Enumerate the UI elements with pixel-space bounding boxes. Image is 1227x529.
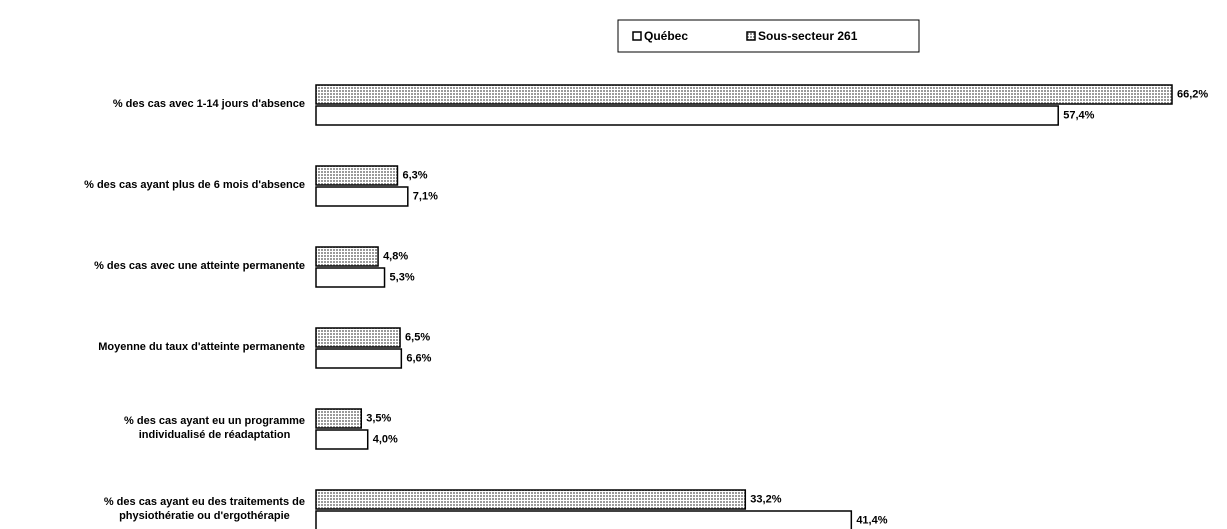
bar — [315, 105, 1059, 126]
category-label: % des cas avec une atteinte permanente — [94, 260, 305, 272]
bar — [315, 348, 403, 369]
bar — [315, 186, 409, 207]
bar — [315, 165, 399, 186]
bar — [315, 510, 853, 529]
value-label: 66,2% — [1177, 88, 1208, 100]
value-label: 41,4% — [856, 514, 887, 526]
legend-swatch — [632, 31, 642, 41]
category-label: % des cas avec 1-14 jours d'absence — [112, 98, 305, 110]
bar — [315, 408, 363, 429]
value-label: 5,3% — [390, 271, 415, 283]
value-label: 7,1% — [413, 190, 438, 202]
bar — [315, 267, 386, 288]
value-label: 33,2% — [750, 493, 781, 505]
value-label: 4,8% — [383, 250, 408, 262]
value-label: 57,4% — [1063, 109, 1094, 121]
bar — [315, 246, 379, 267]
legend-box — [617, 19, 920, 53]
category-label: Moyenne du taux d'atteinte permanente — [98, 341, 305, 353]
legend-label: Québec — [644, 29, 688, 43]
bar — [315, 84, 1173, 105]
bar — [315, 489, 747, 510]
category-label: % des cas ayant eu des traitements de ph… — [103, 496, 305, 522]
value-label: 6,5% — [405, 331, 430, 343]
category-label: % des cas ayant plus de 6 mois d'absence — [84, 179, 305, 191]
bar — [315, 327, 401, 348]
value-label: 3,5% — [366, 412, 391, 424]
value-label: 6,6% — [406, 352, 431, 364]
value-label: 6,3% — [402, 169, 427, 181]
value-label: 4,0% — [373, 433, 398, 445]
category-label: % des cas ayant eu un programme individu… — [124, 415, 305, 441]
legend-swatch — [746, 31, 756, 41]
legend-label: Sous-secteur 261 — [758, 29, 858, 43]
bar — [315, 429, 369, 450]
